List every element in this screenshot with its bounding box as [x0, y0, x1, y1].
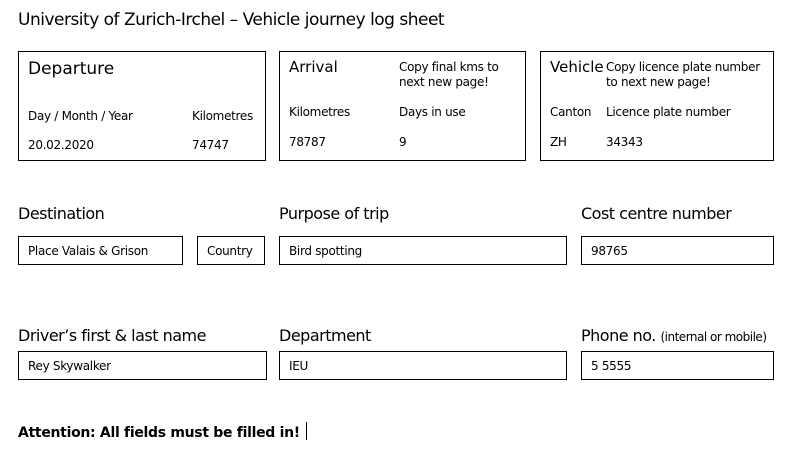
departure-heading: Departure [28, 59, 115, 79]
driver-label: Driver’s first & last name [18, 326, 206, 345]
driver-input[interactable]: Rey Skywalker [18, 351, 267, 380]
phone-hint: (internal or mobile) [660, 330, 767, 344]
vehicle-canton[interactable]: ZH [550, 135, 567, 149]
arrival-km[interactable]: 78787 [289, 135, 326, 149]
cost-centre-input[interactable]: 98765 [581, 236, 774, 265]
phone-label: Phone no. (internal or mobile) [581, 326, 767, 345]
departure-km[interactable]: 74747 [192, 138, 229, 152]
page-title: University of Zurich-Irchel – Vehicle jo… [18, 10, 445, 30]
arrival-note: Copy final kms to next new page! [399, 60, 499, 89]
arrival-heading: Arrival [289, 58, 338, 76]
purpose-label: Purpose of trip [279, 204, 389, 223]
destination-label: Destination [18, 204, 105, 223]
phone-label-text: Phone no. [581, 326, 656, 345]
phone-input[interactable]: 5 5555 [581, 351, 774, 380]
arrival-days-label: Days in use [399, 105, 466, 119]
vehicle-heading: Vehicle [550, 58, 604, 76]
vehicle-section: Vehicle Copy licence plate number to nex… [540, 51, 774, 161]
destination-input[interactable]: Place Valais & Grison [18, 236, 183, 265]
departure-date-label: Day / Month / Year [28, 109, 133, 123]
arrival-km-label: Kilometres [289, 105, 350, 119]
vehicle-note: Copy licence plate number to next new pa… [606, 60, 760, 89]
attention-notice: Attention: All fields must be filled in! [18, 422, 307, 441]
arrival-days[interactable]: 9 [399, 135, 407, 149]
cost-centre-label: Cost centre number [581, 204, 732, 223]
text-caret [305, 422, 307, 440]
vehicle-plate[interactable]: 34343 [606, 135, 643, 149]
department-input[interactable]: IEU [279, 351, 567, 380]
department-label: Department [279, 326, 371, 345]
purpose-input[interactable]: Bird spotting [279, 236, 567, 265]
departure-section: Departure Day / Month / Year Kilometres … [18, 51, 266, 161]
vehicle-canton-label: Canton [550, 105, 592, 119]
departure-date[interactable]: 20.02.2020 [28, 138, 94, 152]
attention-text: Attention: All fields must be filled in! [18, 425, 300, 441]
arrival-section: Arrival Copy final kms to next new page!… [279, 51, 526, 161]
vehicle-plate-label: Licence plate number [606, 105, 731, 119]
departure-km-label: Kilometres [192, 109, 253, 123]
country-input[interactable]: Country [197, 236, 265, 265]
